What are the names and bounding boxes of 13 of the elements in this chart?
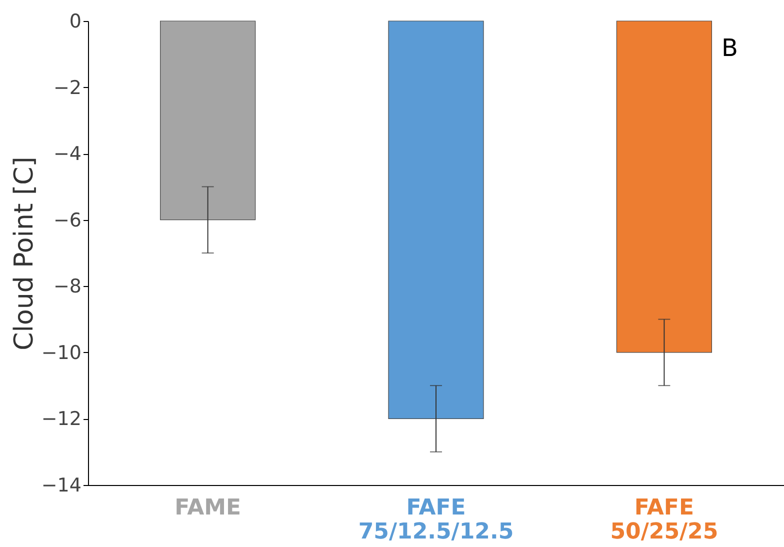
y-tick-label: −12 (41, 408, 82, 430)
y-tick-label: −10 (41, 342, 82, 364)
y-axis-title: Cloud Point [C] (9, 156, 40, 350)
y-tick-label: −8 (53, 276, 82, 298)
y-tick-label: −6 (53, 209, 82, 232)
annotation: B (722, 34, 738, 62)
x-tick-label: FAFE 75/12.5/12.5 (358, 496, 514, 544)
y-tick-label: −4 (53, 143, 82, 166)
x-tick-label: FAFE 50/25/25 (610, 496, 718, 544)
y-tick-label: −2 (53, 76, 82, 99)
y-tick-label: 0 (69, 10, 82, 32)
x-tick-label: FAME (174, 496, 242, 520)
y-tick-label: −14 (41, 474, 82, 496)
